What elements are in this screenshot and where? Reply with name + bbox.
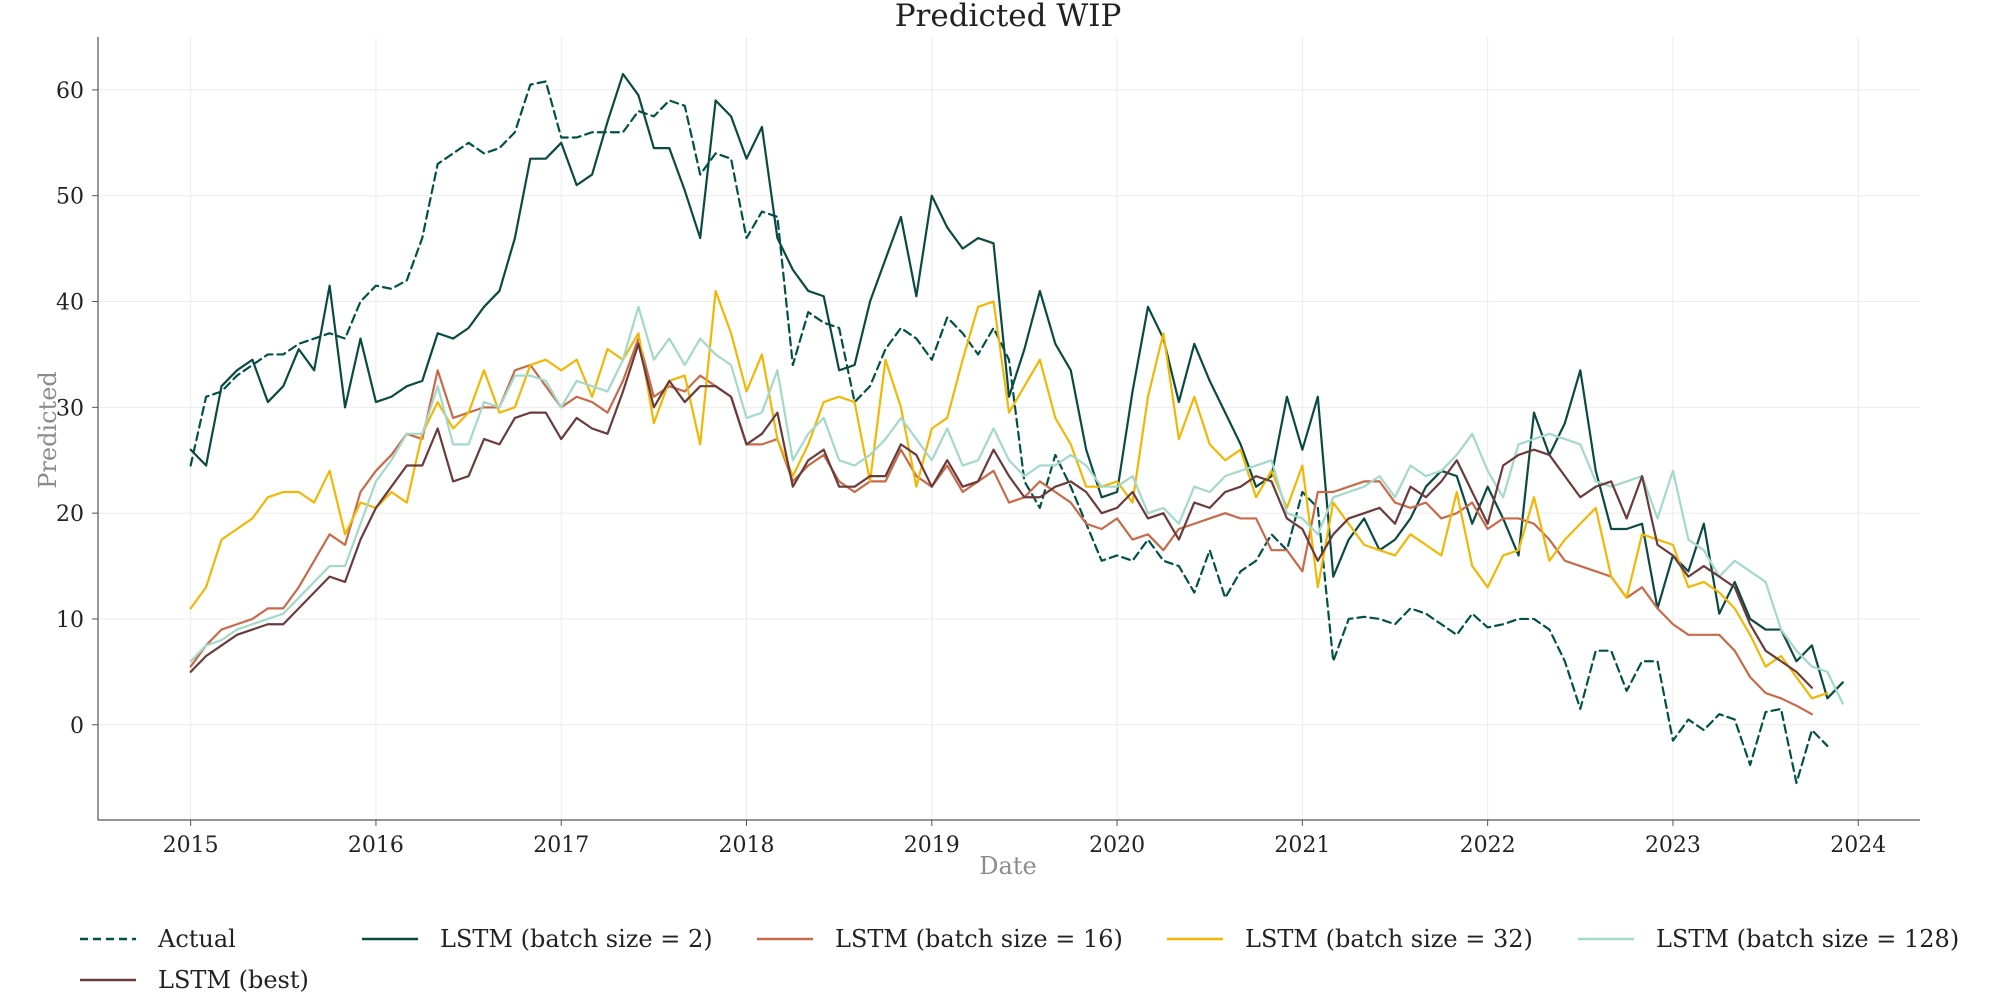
legend-label-2: LSTM (batch size = 16)	[835, 925, 1123, 953]
x-tick-label: 2020	[1089, 833, 1145, 858]
y-tick-label: 40	[56, 291, 84, 316]
y-axis-label: Predicted	[34, 371, 62, 489]
x-tick-label: 2015	[163, 833, 219, 858]
y-tick-label: 0	[70, 714, 84, 739]
y-tick-label: 60	[56, 79, 84, 104]
x-tick-label: 2018	[719, 833, 775, 858]
x-tick-label: 2024	[1830, 833, 1886, 858]
series-line-3	[189, 289, 1829, 700]
series-line-5	[189, 342, 1814, 689]
legend-label-5: LSTM (best)	[158, 966, 309, 994]
series-lines	[189, 72, 1844, 785]
legend-label-4: LSTM (batch size = 128)	[1656, 925, 1959, 953]
legend-label-3: LSTM (batch size = 32)	[1245, 925, 1533, 953]
x-tick-label: 2021	[1274, 833, 1330, 858]
x-tick-label: 2019	[904, 833, 960, 858]
chart-title: Predicted WIP	[895, 0, 1122, 34]
x-tick-label: 2022	[1460, 833, 1516, 858]
y-tick-label: 50	[56, 185, 84, 210]
gridlines	[98, 37, 1920, 820]
legend-label-1: LSTM (batch size = 2)	[440, 925, 713, 953]
x-tick-label: 2023	[1645, 833, 1701, 858]
axis-ticks: 2015 2016 2017 2018 2019 2020 2021 2022 2023 2024…	[56, 79, 1886, 858]
series-line-1	[189, 72, 1844, 700]
legend-label-0: Actual	[157, 925, 236, 953]
y-tick-label: 20	[56, 502, 84, 527]
x-axis-label: Date	[979, 852, 1036, 880]
series-line-4	[189, 305, 1844, 705]
series-line-0	[189, 80, 1829, 785]
x-tick-label: 2017	[533, 833, 589, 858]
x-tick-label: 2016	[348, 833, 404, 858]
legend: Actual LSTM (batch size = 2) LSTM (batch s…	[80, 925, 1959, 994]
y-tick-label: 10	[56, 608, 84, 633]
y-tick-label: 30	[56, 396, 84, 421]
